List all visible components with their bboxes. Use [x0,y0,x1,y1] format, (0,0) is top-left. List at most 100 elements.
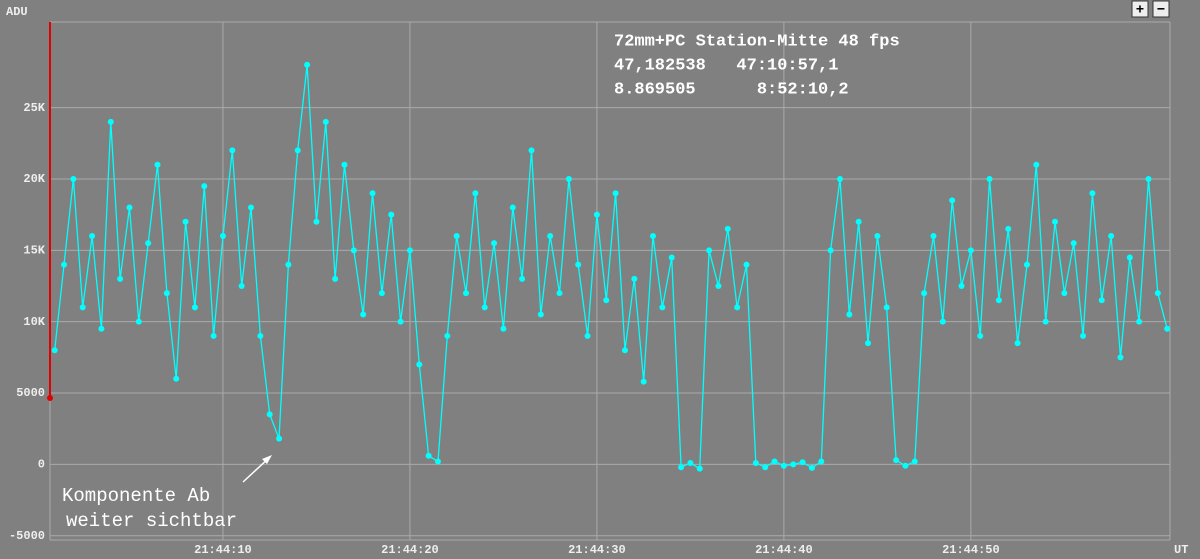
data-point [827,247,834,254]
x-tick-label: 21:44:40 [755,543,813,557]
data-point [304,61,311,68]
data-point [219,233,226,240]
zoom-out-button[interactable] [1152,0,1170,18]
data-point [98,325,105,332]
data-point [1014,340,1021,347]
zoom-out-label[interactable]: − [1157,1,1165,17]
data-point [135,318,142,325]
y-tick-label: 5000 [16,386,45,400]
data-point [939,318,946,325]
data-point [397,318,404,325]
data-point [163,290,170,297]
data-point [621,347,628,354]
data-point [294,147,301,154]
data-point [519,275,526,282]
data-point [846,311,853,318]
data-point [210,332,217,339]
data-point [173,375,180,382]
data-point [650,233,657,240]
data-point [752,459,759,466]
data-point [1098,297,1105,304]
data-point [444,332,451,339]
data-point [453,233,460,240]
data-point [1117,354,1124,361]
data-point [874,233,881,240]
x-axis-label: UT [1174,543,1188,557]
annotation: weiter sichtbar [66,510,237,532]
data-point [1145,175,1152,182]
data-point [369,190,376,197]
data-point [1154,290,1161,297]
data-point [855,218,862,225]
data-point [472,190,479,197]
y-tick-label: 20K [23,172,45,186]
data-point [865,340,872,347]
data-point [668,254,675,261]
data-point [687,459,694,466]
data-point [771,458,778,465]
data-point [1052,218,1059,225]
x-tick-label: 21:44:30 [568,543,626,557]
data-point [1108,233,1115,240]
data-point [89,233,96,240]
data-point [276,435,283,442]
data-point [463,290,470,297]
data-point [631,275,638,282]
info-line: 72mm+PC Station-Mitte 48 fps [614,32,900,51]
data-point [678,464,685,471]
data-point [565,175,572,182]
zoom-in-label[interactable]: + [1136,1,1144,17]
data-point [734,304,741,311]
data-point [509,204,516,211]
series-line [54,64,1168,470]
data-point [967,247,974,254]
data-point [593,211,600,218]
data-point [360,311,367,318]
data-point [883,304,890,311]
data-point [537,311,544,318]
data-point [1136,318,1143,325]
data-point [425,452,432,459]
data-point [388,211,395,218]
data-point [930,233,937,240]
data-point [266,411,273,418]
data-point [836,175,843,182]
x-tick-label: 21:44:50 [942,543,1000,557]
data-point [808,464,815,471]
data-point [1033,161,1040,168]
data-point [117,275,124,282]
y-tick-label: 15K [23,243,45,257]
data-point [547,233,554,240]
data-point [528,147,535,154]
data-point [911,458,918,465]
data-point [126,204,133,211]
zoom-in-button[interactable] [1131,0,1149,18]
data-point [406,247,413,254]
data-point [229,147,236,154]
data-point [640,378,647,385]
data-point [500,325,507,332]
data-point [341,161,348,168]
data-point [1070,240,1077,247]
data-point [1005,225,1012,232]
data-point [1042,318,1049,325]
data-point [51,347,58,354]
data-point [1080,332,1087,339]
data-point [743,261,750,268]
data-point [1164,325,1171,332]
data-point [780,462,787,469]
data-point [659,304,666,311]
data-point [949,197,956,204]
annotation-arrowhead [262,455,272,464]
plot [51,61,1171,472]
data-point [986,175,993,182]
y-axis-label: ADU [6,5,28,19]
data-point [191,304,198,311]
data-point [248,204,255,211]
data-point [715,282,722,289]
data-point [706,247,713,254]
data-point [977,332,984,339]
data-point [434,458,441,465]
marker-dot [47,395,53,401]
